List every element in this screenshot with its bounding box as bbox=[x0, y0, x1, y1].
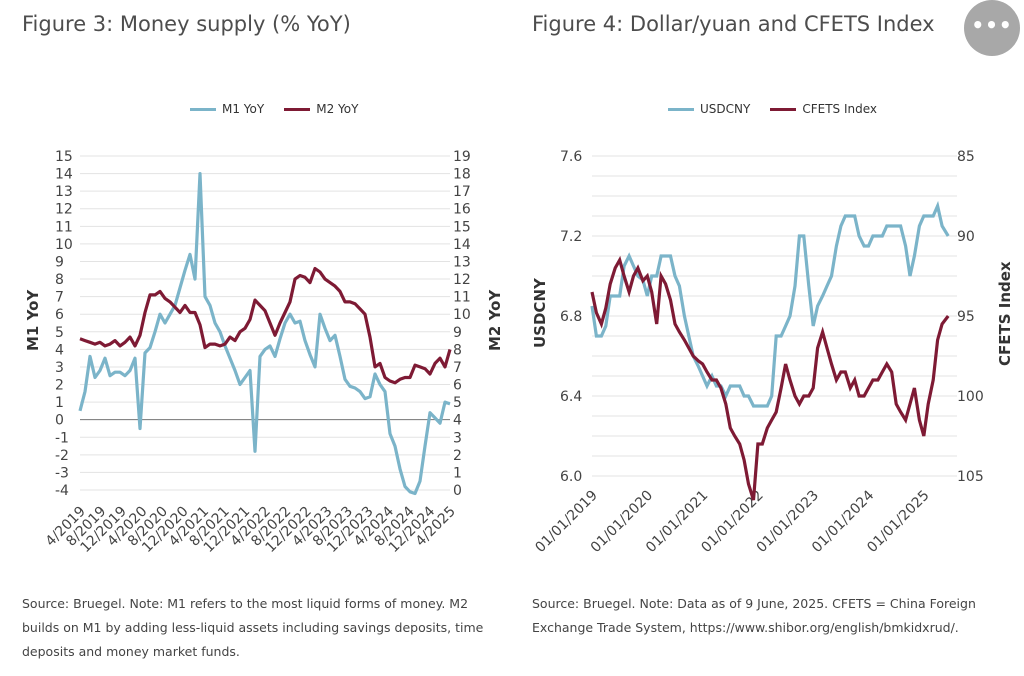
legend-item-m2: M2 YoY bbox=[284, 102, 358, 116]
legend-label-cfets: CFETS Index bbox=[802, 102, 877, 116]
legend-swatch-cfets bbox=[770, 107, 797, 111]
series-line-m2-yoy bbox=[79, 266, 452, 385]
y2-tick-label: 9 bbox=[453, 325, 462, 341]
y-tick-label: 0 bbox=[55, 413, 64, 429]
y2-tick-label: 7 bbox=[453, 360, 462, 376]
more-options-button[interactable]: ••• bbox=[964, 0, 1020, 56]
y-tick-label: 12 bbox=[55, 202, 73, 218]
y2-tick-label: 100 bbox=[957, 389, 984, 405]
y2-tick-label: 10 bbox=[453, 307, 471, 323]
y-tick-label: 3 bbox=[55, 360, 64, 376]
y-tick-label: 6.8 bbox=[560, 309, 582, 325]
y-tick-label: 4 bbox=[55, 342, 64, 358]
y-tick-label: 7.6 bbox=[560, 149, 582, 165]
y2-tick-label: 95 bbox=[957, 309, 975, 325]
y-tick-label: 10 bbox=[55, 237, 73, 253]
figure4-legend: USDCNY CFETS Index bbox=[668, 102, 889, 116]
y-tick-label: -4 bbox=[55, 483, 69, 499]
y2-tick-label: 13 bbox=[453, 254, 471, 270]
y-tick-label: 9 bbox=[55, 254, 64, 270]
money-supply-chart: 1514131211109876543210-1-2-3-41918171615… bbox=[24, 149, 504, 556]
y-tick-label: 7.2 bbox=[560, 229, 582, 245]
figure3-source-note: Source: Bruegel. Note: M1 refers to the … bbox=[22, 596, 484, 659]
figure3-title: Figure 3: Money supply (% YoY) bbox=[22, 12, 351, 36]
y2-tick-label: 85 bbox=[957, 149, 975, 165]
series-line-m1-yoy bbox=[78, 171, 451, 496]
dollar-yuan-cfets-chart: 7.6 7.2 6.8 6.4 6.0 85 90 95 100 105 USDCNY CFETS I… bbox=[531, 149, 1014, 556]
legend-swatch-m2 bbox=[284, 107, 311, 111]
y2-tick-label: 8 bbox=[453, 342, 462, 358]
figure3-legend: M1 YoY M2 YoY bbox=[190, 102, 370, 116]
y2-tick-label: 3 bbox=[453, 430, 462, 446]
y2-tick-label: 6 bbox=[453, 378, 462, 394]
legend-label-m2: M2 YoY bbox=[316, 102, 359, 116]
y2-axis-title: CFETS Index bbox=[996, 261, 1014, 366]
y-axis-title: USDCNY bbox=[531, 277, 549, 348]
legend-item-cfets: CFETS Index bbox=[770, 102, 877, 116]
y2-tick-label: 1 bbox=[453, 465, 462, 481]
y2-tick-label: 2 bbox=[453, 448, 462, 464]
y2-tick-label: 19 bbox=[453, 149, 471, 165]
y2-tick-label: 18 bbox=[453, 167, 471, 183]
series-line-cfets-index bbox=[590, 255, 950, 501]
y2-tick-label: 0 bbox=[453, 483, 462, 499]
legend-item-usdcny: USDCNY bbox=[668, 102, 750, 116]
y2-axis-title: M2 YoY bbox=[486, 289, 504, 351]
legend-swatch-usdcny bbox=[668, 107, 694, 111]
legend-label-usdcny: USDCNY bbox=[700, 102, 751, 116]
y-tick-label: 6.0 bbox=[560, 469, 582, 485]
y2-tick-label: 105 bbox=[957, 469, 984, 485]
y-tick-label: 11 bbox=[55, 219, 73, 235]
y2-tick-label: 12 bbox=[453, 272, 471, 288]
figure4-title: Figure 4: Dollar/yuan and CFETS Index bbox=[532, 12, 935, 36]
y2-tick-label: 16 bbox=[453, 202, 471, 218]
y-tick-label: 1 bbox=[55, 395, 64, 411]
y-tick-label: 15 bbox=[55, 149, 73, 165]
y-tick-label: 14 bbox=[55, 167, 73, 183]
figure4-source-note: Source: Bruegel. Note: Data as of 9 June… bbox=[532, 596, 976, 635]
more-options-icon: ••• bbox=[971, 13, 1013, 37]
legend-item-m1: M1 YoY bbox=[190, 102, 264, 116]
series-line-usdcny bbox=[590, 200, 950, 408]
y2-tick-label: 15 bbox=[453, 219, 471, 235]
y2-tick-label: 17 bbox=[453, 184, 471, 200]
y2-tick-label: 4 bbox=[453, 413, 462, 429]
y-tick-label: 5 bbox=[55, 325, 64, 341]
y2-tick-label: 14 bbox=[453, 237, 471, 253]
y-tick-label: -1 bbox=[55, 430, 69, 446]
legend-label-m1: M1 YoY bbox=[222, 102, 265, 116]
y-tick-label: -3 bbox=[55, 465, 69, 481]
y2-tick-label: 90 bbox=[957, 229, 975, 245]
y-tick-label: 2 bbox=[55, 378, 64, 394]
y-tick-label: 6.4 bbox=[560, 389, 582, 405]
y-tick-label: 6 bbox=[55, 307, 64, 323]
y-tick-label: -2 bbox=[55, 448, 69, 464]
y2-tick-label: 5 bbox=[453, 395, 462, 411]
y2-tick-label: 11 bbox=[453, 290, 471, 306]
y-tick-label: 7 bbox=[55, 290, 64, 306]
legend-swatch-m1 bbox=[190, 107, 216, 111]
y-tick-label: 13 bbox=[55, 184, 73, 200]
y-tick-label: 8 bbox=[55, 272, 64, 288]
y-axis-title: M1 YoY bbox=[24, 289, 42, 351]
